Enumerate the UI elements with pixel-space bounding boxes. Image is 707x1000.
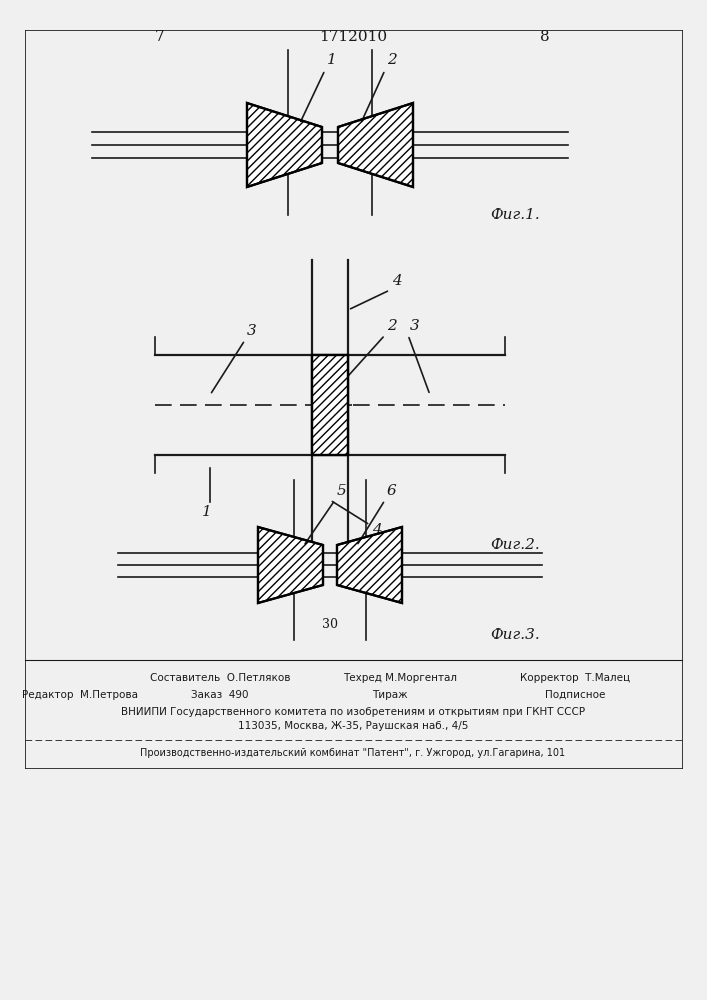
Polygon shape bbox=[337, 527, 402, 603]
Text: 113035, Москва, Ж-35, Раушская наб., 4/5: 113035, Москва, Ж-35, Раушская наб., 4/5 bbox=[238, 721, 468, 731]
Text: 6: 6 bbox=[387, 484, 397, 498]
Text: 1: 1 bbox=[327, 53, 337, 67]
Polygon shape bbox=[338, 103, 413, 187]
Polygon shape bbox=[247, 103, 322, 187]
Text: Редактор  М.Петрова: Редактор М.Петрова bbox=[22, 690, 138, 700]
Bar bbox=[312, 355, 348, 455]
Text: 30: 30 bbox=[322, 618, 338, 632]
Bar bbox=[312, 355, 348, 455]
Text: Техред М.Моргентал: Техред М.Моргентал bbox=[343, 673, 457, 683]
Text: 1712010: 1712010 bbox=[319, 30, 387, 44]
Text: 1: 1 bbox=[202, 505, 212, 519]
Text: Корректор  Т.Малец: Корректор Т.Малец bbox=[520, 673, 630, 683]
Polygon shape bbox=[258, 527, 323, 603]
Text: Фиг.3.: Фиг.3. bbox=[490, 628, 539, 642]
Text: 4: 4 bbox=[392, 274, 402, 288]
Text: Подписное: Подписное bbox=[545, 690, 605, 700]
Text: 2: 2 bbox=[387, 319, 397, 333]
Text: 5: 5 bbox=[337, 484, 346, 498]
Text: 4: 4 bbox=[372, 523, 382, 537]
Text: Составитель  О.Петляков: Составитель О.Петляков bbox=[150, 673, 291, 683]
Text: 7: 7 bbox=[156, 30, 165, 44]
Text: Тираж: Тираж bbox=[372, 690, 408, 700]
Text: Производственно-издательский комбинат "Патент", г. Ужгород, ул.Гагарина, 101: Производственно-издательский комбинат "П… bbox=[141, 748, 566, 758]
Text: Заказ  490: Заказ 490 bbox=[192, 690, 249, 700]
Text: Фиг.2.: Фиг.2. bbox=[490, 538, 539, 552]
Text: 2: 2 bbox=[387, 53, 397, 67]
Text: 8: 8 bbox=[540, 30, 550, 44]
Text: 3: 3 bbox=[247, 324, 257, 338]
Text: ВНИИПИ Государственного комитета по изобретениям и открытиям при ГКНТ СССР: ВНИИПИ Государственного комитета по изоб… bbox=[121, 707, 585, 717]
Text: Фиг.1.: Фиг.1. bbox=[490, 208, 539, 222]
Text: 3: 3 bbox=[410, 319, 420, 333]
